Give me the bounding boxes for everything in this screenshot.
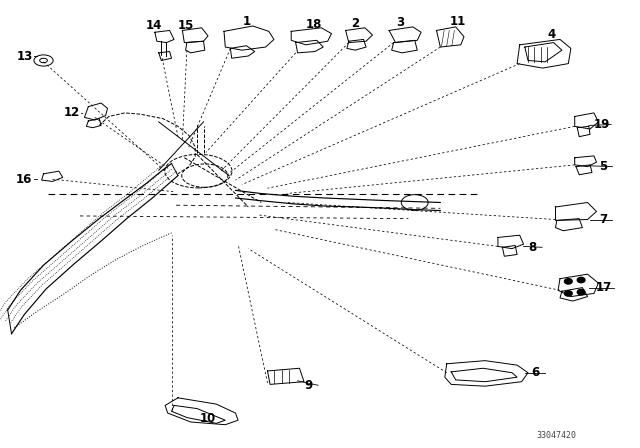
Text: 1: 1 xyxy=(243,15,250,28)
Circle shape xyxy=(577,277,585,283)
Text: 6: 6 xyxy=(531,366,539,379)
Text: 16: 16 xyxy=(16,172,33,186)
Text: 11: 11 xyxy=(449,15,466,28)
Text: 15: 15 xyxy=(177,18,194,32)
Text: 33047420: 33047420 xyxy=(537,431,577,440)
Circle shape xyxy=(564,279,572,284)
Text: 14: 14 xyxy=(145,19,162,33)
Text: 3: 3 xyxy=(396,16,404,29)
Text: 12: 12 xyxy=(63,106,80,120)
Text: 19: 19 xyxy=(593,118,610,131)
Text: 7: 7 xyxy=(599,213,607,226)
Text: 17: 17 xyxy=(596,281,612,294)
Text: 10: 10 xyxy=(200,412,216,426)
Text: 18: 18 xyxy=(305,17,322,31)
Text: 13: 13 xyxy=(16,49,33,63)
Circle shape xyxy=(577,289,585,295)
Text: 8: 8 xyxy=(529,241,536,254)
Text: 2: 2 xyxy=(351,17,359,30)
Text: 4: 4 xyxy=(548,28,556,42)
Circle shape xyxy=(564,291,572,296)
Text: 5: 5 xyxy=(599,160,607,173)
Text: 9: 9 xyxy=(305,379,312,392)
